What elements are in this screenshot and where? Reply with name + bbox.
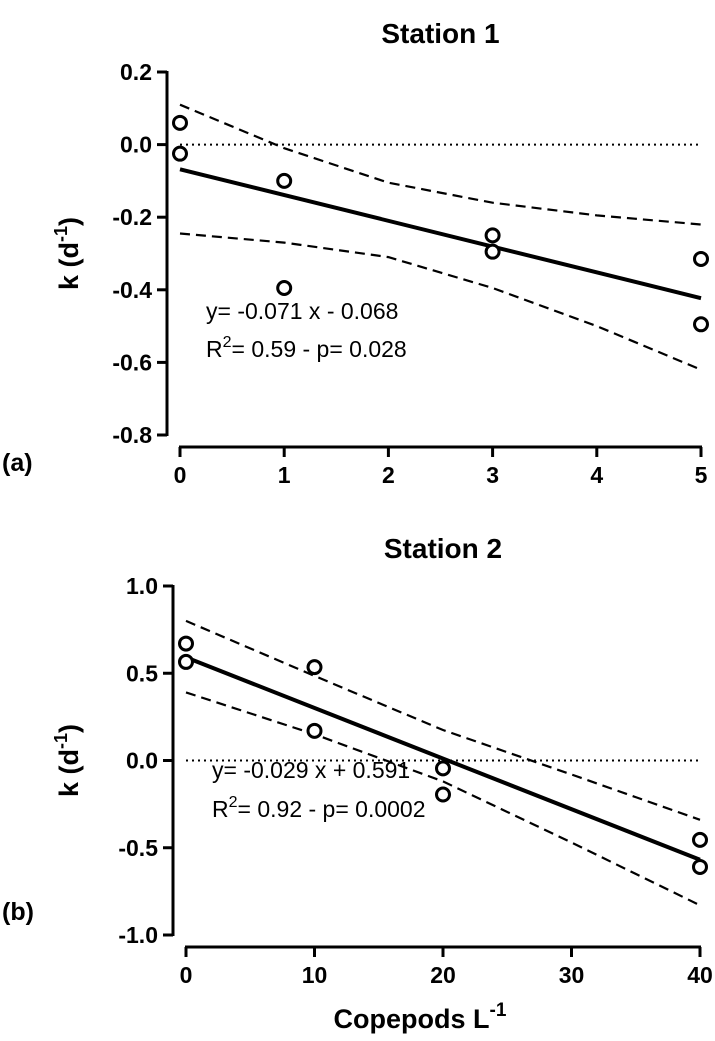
chart-a-y-tick-label: -0.6 xyxy=(112,349,152,375)
chart-a-x-tick-label: 5 xyxy=(695,462,708,488)
chart-b-x-tick-label: 0 xyxy=(180,962,193,988)
chart-b-ci-upper xyxy=(185,619,701,821)
chart-a-y-tick-label: -0.4 xyxy=(112,277,152,303)
chart-a-x-tick-label: 3 xyxy=(486,462,499,488)
x-axis-label: Copepods L-1 xyxy=(334,1000,507,1034)
chart-b-x-tick-label: 40 xyxy=(687,962,713,988)
chart-a-data-point xyxy=(172,145,188,162)
chart-a-data-point xyxy=(693,316,709,333)
chart-a-data-point xyxy=(693,250,709,267)
chart-b-r2-pvalue: R2= 0.92 - p= 0.0002 xyxy=(212,794,426,822)
chart-b-data-point xyxy=(435,760,451,777)
chart-b-data-point xyxy=(435,786,451,803)
chart-b-panel-label: (b) xyxy=(2,898,34,926)
chart-a-x-tick-label: 4 xyxy=(590,462,603,488)
chart-b-data-point xyxy=(692,858,708,875)
chart-b-data-point xyxy=(306,659,323,676)
chart-a-fit-line xyxy=(179,167,702,301)
chart-a-ci-lower xyxy=(179,232,702,371)
panel-b: Station 2 -1.0 -0.5 0.0 0.5 1.0 0 10 20 30 40 k (d-… xyxy=(2,533,713,988)
chart-b-y-axis-label: k (d-1) xyxy=(51,724,84,797)
chart-a-y-tick-label: 0.0 xyxy=(120,132,152,158)
chart-b-y-tick-label: -1.0 xyxy=(118,922,158,948)
chart-b-ci-lower xyxy=(185,691,701,907)
chart-a-y-tick-label: -0.2 xyxy=(112,204,152,230)
chart-a-title: Station 1 xyxy=(381,18,499,49)
panel-a: Station 1 -0.8 -0.6 -0.4 -0.2 0.0 0.2 0 1 2 3 4 5 k (… xyxy=(2,18,709,488)
chart-b-data-point xyxy=(178,635,194,652)
chart-b-equation: y= -0.029 x + 0.591 xyxy=(212,757,410,783)
chart-a-data-point xyxy=(484,227,501,244)
chart-a-r2-pvalue: R2= 0.59 - p= 0.028 xyxy=(206,334,407,362)
chart-b-y-tick-label: 0.0 xyxy=(126,748,158,774)
chart-b-data-point xyxy=(692,831,708,848)
chart-b-x-tick-label: 10 xyxy=(302,962,328,988)
chart-b-fit-line xyxy=(185,655,701,862)
chart-a-data-point xyxy=(172,114,188,131)
chart-b-title: Station 2 xyxy=(384,533,502,564)
chart-b-x-tick-label: 30 xyxy=(559,962,585,988)
chart-a-data-point xyxy=(484,243,501,260)
chart-a-panel-label: (a) xyxy=(2,449,33,477)
chart-a-equation: y= -0.071 x - 0.068 xyxy=(206,298,398,324)
chart-a-y-tick-label: 0.2 xyxy=(120,59,152,85)
chart-a-ci-upper xyxy=(179,103,702,226)
chart-a-x-tick-label: 0 xyxy=(174,462,187,488)
chart-a-y-axis-label: k (d-1) xyxy=(51,217,84,290)
chart-b-y-tick-label: 0.5 xyxy=(126,660,158,686)
chart-b-y-tick-label: -0.5 xyxy=(118,835,158,861)
chart-b-data-point xyxy=(306,722,323,739)
chart-b-x-tick-label: 20 xyxy=(430,962,456,988)
chart-a-x-tick-label: 1 xyxy=(278,462,291,488)
chart-a-data-point xyxy=(276,279,293,296)
chart-a-y-tick-label: -0.8 xyxy=(112,422,152,448)
chart-b-data-point xyxy=(178,653,194,670)
chart-b-y-tick-label: 1.0 xyxy=(126,573,158,599)
chart-a-data-point xyxy=(276,172,293,189)
chart-a-x-tick-label: 2 xyxy=(382,462,395,488)
